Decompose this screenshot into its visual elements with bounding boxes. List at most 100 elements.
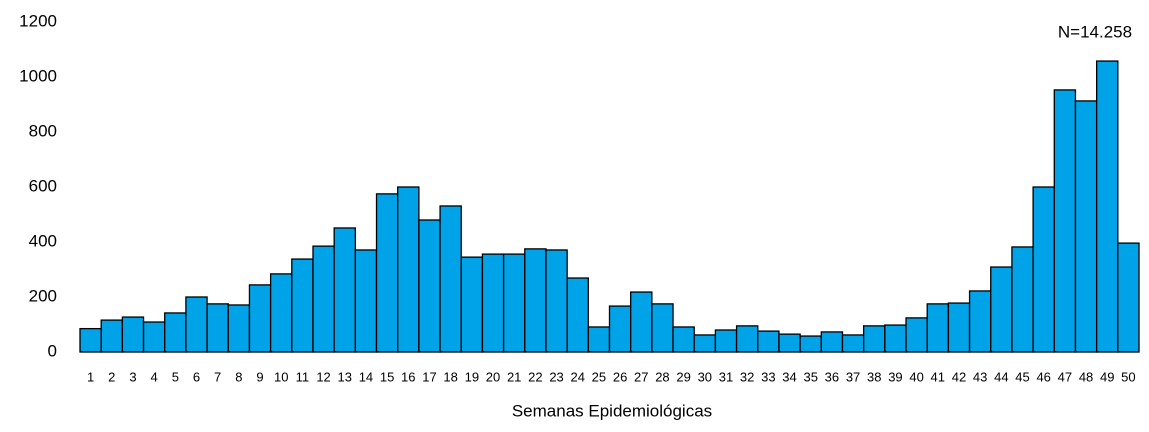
x-tick-label: 9: [256, 369, 263, 384]
bar: [672, 326, 695, 353]
bar: [121, 316, 145, 353]
x-tick-label: 35: [803, 369, 817, 384]
x-tick-label: 1: [87, 369, 94, 384]
bar: [227, 304, 251, 353]
x-tick-label: 8: [235, 369, 242, 384]
x-tick-label: 48: [1079, 369, 1093, 384]
bar: [142, 321, 166, 353]
annotation: N=14.258: [1058, 22, 1132, 41]
y-tick-label: 400: [29, 231, 57, 250]
bar: [884, 324, 907, 353]
x-tick-label: 5: [172, 369, 179, 384]
x-axis-title: Semanas Epidemiológicas: [512, 401, 712, 420]
x-tick-label: 11: [296, 369, 310, 384]
x-tick-label: 34: [782, 369, 796, 384]
y-tick-label: 600: [29, 176, 57, 195]
bar: [841, 334, 865, 353]
x-tick-label: 29: [676, 369, 690, 384]
x-tick-label: 45: [1015, 369, 1029, 384]
bar: [481, 253, 505, 353]
bar: [397, 186, 420, 353]
bar: [1032, 186, 1055, 353]
x-tick-label: 6: [193, 369, 200, 384]
x-tick-label: 7: [214, 369, 221, 384]
x-tick-label: 3: [129, 369, 136, 384]
bar: [651, 303, 674, 353]
bar: [587, 326, 611, 353]
x-tick-label: 20: [486, 369, 500, 384]
bar: [1117, 242, 1140, 353]
x-tick-label: 15: [380, 369, 394, 384]
x-tick-label: 27: [634, 369, 648, 384]
bar: [291, 258, 314, 353]
bar: [1011, 246, 1034, 353]
bar: [1074, 100, 1098, 353]
bar: [968, 290, 992, 353]
x-tick-label: 47: [1058, 369, 1072, 384]
bar: [185, 296, 208, 353]
x-tick-label: 4: [151, 369, 158, 384]
x-tick-label: 23: [549, 369, 563, 384]
x-tick-label: 41: [931, 369, 945, 384]
x-tick-label: 38: [867, 369, 881, 384]
x-tick-label: 26: [613, 369, 627, 384]
y-tick-label: 800: [29, 121, 57, 140]
x-tick-label: 13: [338, 369, 352, 384]
x-tick-label: 33: [761, 369, 775, 384]
x-tick-label: 14: [359, 369, 373, 384]
x-tick-label: 2: [108, 369, 115, 384]
x-tick-label: 18: [443, 369, 457, 384]
x-tick-label: 19: [465, 369, 479, 384]
y-tick-label: 1000: [19, 66, 57, 85]
bar: [905, 317, 928, 353]
x-tick-label: 32: [740, 369, 754, 384]
bar: [735, 325, 759, 353]
bar: [714, 329, 738, 353]
x-tick-label: 24: [570, 369, 584, 384]
bar: [333, 227, 356, 353]
bar: [354, 249, 378, 353]
x-tick-label: 31: [719, 369, 733, 384]
bar: [1095, 60, 1119, 353]
bar: [947, 302, 971, 353]
bar: [100, 319, 124, 353]
x-tick-label: 37: [846, 369, 860, 384]
bar: [757, 330, 780, 353]
bar: [460, 256, 484, 353]
bar: [693, 334, 717, 353]
bar: [418, 219, 441, 353]
bar: [799, 335, 822, 353]
x-tick-label: 10: [274, 369, 288, 384]
bar: [269, 273, 293, 353]
y-tick-label: 1200: [19, 11, 57, 30]
bar: [524, 248, 547, 353]
x-tick-label: 36: [825, 369, 839, 384]
bar: [778, 333, 801, 353]
y-tick-label: 200: [29, 286, 57, 305]
x-tick-label: 16: [401, 369, 415, 384]
bar: [164, 312, 187, 353]
bar: [990, 266, 1013, 353]
bar: [502, 253, 526, 353]
x-tick-label: 40: [909, 369, 923, 384]
bar: [630, 291, 653, 353]
bar: [566, 277, 589, 353]
bar: [439, 205, 462, 353]
x-tick-label: 42: [952, 369, 966, 384]
x-tick-label: 22: [528, 369, 542, 384]
bar: [1053, 89, 1077, 353]
x-tick-label: 30: [698, 369, 712, 384]
bar: [79, 327, 102, 353]
x-tick-label: 17: [422, 369, 436, 384]
bar: [926, 303, 950, 353]
x-tick-label: 44: [994, 369, 1008, 384]
bar: [545, 249, 568, 353]
bar: [863, 325, 886, 353]
x-tick-label: 49: [1100, 369, 1114, 384]
x-tick-label: 43: [973, 369, 987, 384]
bar: [820, 331, 844, 353]
x-tick-label: 46: [1036, 369, 1050, 384]
bar: [248, 284, 272, 353]
x-tick-label: 39: [888, 369, 902, 384]
